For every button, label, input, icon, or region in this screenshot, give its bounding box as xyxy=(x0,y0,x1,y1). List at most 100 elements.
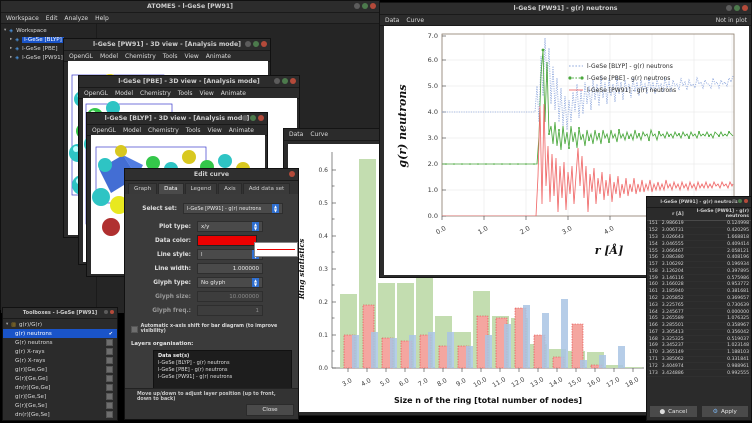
table-row[interactable]: 166 3.285501 0.358967 xyxy=(647,322,751,330)
menu-tools[interactable]: Tools xyxy=(177,89,193,97)
close-icon[interactable] xyxy=(261,41,267,47)
close-icon[interactable] xyxy=(110,310,114,314)
gr-plot-menubar[interactable]: Data Curve Not in plot xyxy=(380,15,751,26)
menu-animate[interactable]: Animate xyxy=(220,89,246,97)
apply-button[interactable]: ⚙ Apply xyxy=(700,405,749,418)
main-menubar[interactable]: Workspace Edit Analyze Help xyxy=(1,13,379,24)
toolbox-item-checkbox[interactable] xyxy=(106,375,113,382)
table-row[interactable]: 158 3.126204 0.397895 xyxy=(647,267,751,276)
gl-window-pw91-titlebar[interactable]: l-GeSe [PW91] - 3D view - [Analysis mode… xyxy=(64,39,270,51)
minimize-icon[interactable] xyxy=(354,3,360,9)
close-icon[interactable] xyxy=(258,115,264,121)
menu-animate[interactable]: Animate xyxy=(205,52,231,60)
toolbox-item-checkbox[interactable] xyxy=(106,411,113,418)
table-row[interactable]: 170 3.365149 1.188103 xyxy=(647,349,751,357)
maximize-icon[interactable] xyxy=(282,78,288,84)
toolbox-item-checkbox[interactable] xyxy=(106,357,113,364)
menu-view[interactable]: View xyxy=(199,89,214,97)
data-table-titlebar[interactable]: l-GeSe [PW91] - g(r) neutrons xyxy=(647,197,751,208)
table-row[interactable]: 169 3.345237 1.023148 xyxy=(647,342,751,350)
maximize-icon[interactable] xyxy=(253,41,259,47)
table-row[interactable]: 159 3.146116 0.575986 xyxy=(647,274,751,283)
data-table-controls[interactable] xyxy=(732,199,748,203)
plot-type-row[interactable]: Plot type: x/y ▲ ▼ xyxy=(131,221,292,232)
table-row[interactable]: 161 3.185940 0.381681 xyxy=(647,288,751,296)
toolbox-item[interactable]: dn(r)[Ge,Ge] xyxy=(3,383,117,392)
table-row[interactable]: 157 3.106292 0.196934 xyxy=(647,261,751,269)
close-icon[interactable] xyxy=(370,3,376,9)
table-row[interactable]: 164 3.245677 0.000000 xyxy=(647,308,751,316)
gl-window-blyp-titlebar[interactable]: l-GeSe [BLYP] - 3D view - [Analysis mode… xyxy=(87,113,267,125)
gl-window-blyp-controls[interactable] xyxy=(242,115,264,121)
gl-window-pw91-controls[interactable] xyxy=(245,41,267,47)
menu-curve[interactable]: Curve xyxy=(310,131,329,138)
toolbox-item[interactable]: G(r) neutrons xyxy=(3,338,117,347)
toolboxes-controls[interactable] xyxy=(104,310,114,314)
table-row[interactable]: 162 3.205852 0.369657 xyxy=(647,295,751,303)
auto-shift-checkbox[interactable] xyxy=(131,325,138,333)
menu-tools[interactable]: Tools xyxy=(185,126,201,134)
plot-type-combo[interactable]: x/y ▲ ▼ xyxy=(197,221,263,232)
table-row[interactable]: 153 3.026643 1.668818 xyxy=(647,234,751,242)
tree-row[interactable]: ▾ ◈ Workspace xyxy=(1,26,96,35)
list-item[interactable]: l-GeSe [BLYP] - g(r) neutrons xyxy=(158,360,230,366)
list-item[interactable]: l-GeSe [PBE] - g(r) neutrons xyxy=(158,367,228,373)
toolbox-item-checkbox[interactable] xyxy=(106,366,113,373)
minimize-icon[interactable] xyxy=(732,199,736,203)
close-icon[interactable] xyxy=(289,171,295,177)
spinner-icon[interactable]: ▲ ▼ xyxy=(272,204,279,213)
minimize-icon[interactable] xyxy=(245,41,251,47)
check-icon[interactable]: ✔ xyxy=(108,330,113,337)
table-row[interactable]: 160 3.166028 0.953772 xyxy=(647,281,751,289)
table-row[interactable]: 151 2.986619 0.124998 xyxy=(647,220,751,228)
maximize-icon[interactable] xyxy=(734,5,740,11)
table-row[interactable]: 163 3.225765 0.730639 xyxy=(647,301,751,310)
glyph-type-combo[interactable]: No glyph ▲ ▼ xyxy=(197,277,263,288)
table-row[interactable]: 172 3.404974 0.988961 xyxy=(647,362,751,371)
close-icon[interactable] xyxy=(744,199,748,203)
edit-curve-titlebar[interactable]: Edit curve xyxy=(125,169,298,181)
menu-chemistry[interactable]: Chemistry xyxy=(140,89,171,97)
auto-shift-row[interactable]: Automatic x-axis shift for bar diagram (… xyxy=(131,324,292,334)
main-window-controls[interactable] xyxy=(354,3,376,9)
tree-row[interactable]: ▸ ◈ l-GeSe [PBE] xyxy=(1,44,96,53)
menu-animate[interactable]: Animate xyxy=(228,126,254,134)
menu-data[interactable]: Data xyxy=(289,131,304,138)
toolbox-item[interactable]: g(r) neutrons ✔ xyxy=(3,329,117,338)
toolbox-item[interactable]: g(r)[Ge,Ge] xyxy=(3,365,117,374)
toolbox-items[interactable]: g(r) neutrons ✔ G(r) neutrons g(r) X-rays G(… xyxy=(3,329,117,419)
toolbox-item[interactable]: dn(r)[Ge,Se] xyxy=(3,410,117,419)
minimize-icon[interactable] xyxy=(104,310,108,314)
toolbox-item[interactable]: g(r)[Ge,Se] xyxy=(3,392,117,401)
toolbox-item[interactable]: G(r)[Ge,Se] xyxy=(3,401,117,410)
gl-window-pbe-titlebar[interactable]: l-GeSe [PBE] - 3D view - [Analysis mode] xyxy=(79,76,299,88)
toolbox-item[interactable]: g(r) X-rays xyxy=(3,347,117,356)
gl-window-pbe-controls[interactable] xyxy=(274,78,296,84)
minimize-icon[interactable] xyxy=(242,115,248,121)
gr-plot-controls[interactable] xyxy=(726,5,748,11)
close-icon[interactable] xyxy=(742,5,748,11)
maximize-icon[interactable] xyxy=(738,199,742,203)
close-icon[interactable] xyxy=(290,78,296,84)
list-item[interactable]: l-GeSe [PW91] - g(r) neutrons xyxy=(158,374,233,380)
data-color-row[interactable]: Data color: xyxy=(131,235,292,246)
table-row[interactable]: 168 3.325325 0.519037 xyxy=(647,335,751,344)
table-row[interactable]: 152 3.006731 0.420295 xyxy=(647,227,751,235)
tab-axis[interactable]: Axis xyxy=(218,183,242,194)
select-set-combo[interactable]: l-GeSe [PW91] - g(r) neutrons ▲ ▼ xyxy=(183,203,283,214)
toolbox-item-checkbox[interactable] xyxy=(106,384,113,391)
tab-legend[interactable]: Legend xyxy=(184,183,218,194)
table-row[interactable]: 154 3.046555 0.409414 xyxy=(647,240,751,249)
line-width-row[interactable]: Line width: 1.000000 xyxy=(131,263,292,274)
menu-analyze[interactable]: Analyze xyxy=(64,14,89,22)
menu-view[interactable]: View xyxy=(207,126,222,134)
toolbox-item-checkbox[interactable] xyxy=(106,393,113,400)
data-table-scroll[interactable]: r [Å] l-GeSe [PW91] - g(r) neutrons 151 2… xyxy=(647,208,751,400)
table-row[interactable]: 167 3.305413 0.356042 xyxy=(647,329,751,337)
minimize-icon[interactable] xyxy=(726,5,732,11)
close-button[interactable]: Close xyxy=(246,404,294,416)
gr-plot-titlebar[interactable]: l-GeSe [PW91] - g(r) neutrons xyxy=(380,3,751,15)
menu-curve[interactable]: Curve xyxy=(406,16,425,24)
menu-help[interactable]: Help xyxy=(95,14,109,22)
table-row[interactable]: 155 3.066467 2.058121 xyxy=(647,247,751,255)
